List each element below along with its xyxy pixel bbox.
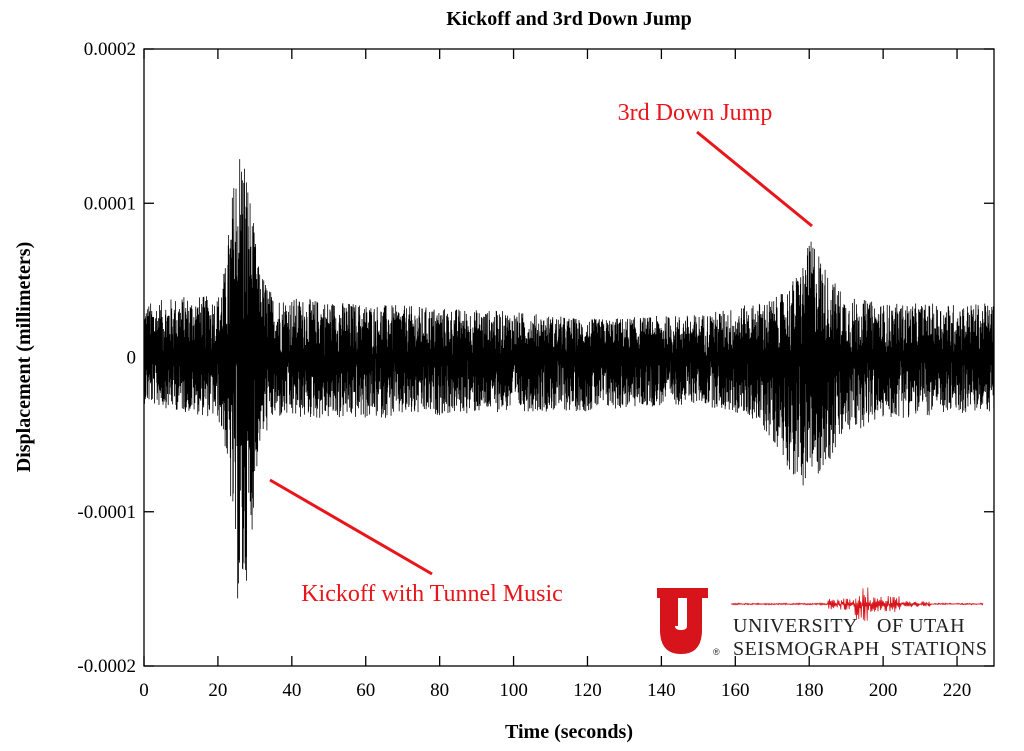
annotation-kickoff-pointer: [269, 478, 433, 576]
waveform-series-line: [143, 159, 995, 599]
x-tick-label: 100: [499, 680, 528, 701]
x-tick-label: 200: [869, 680, 898, 701]
x-tick-label: 80: [430, 680, 449, 701]
x-tick-label: 140: [647, 680, 676, 701]
annotation-3rd-down: 3rd Down Jump: [618, 100, 813, 228]
x-tick-label: 40: [282, 680, 301, 701]
y-axis-label: Displacement (millimeters): [13, 242, 35, 472]
x-tick-label: 0: [139, 680, 149, 701]
x-tick-labels: 0 20 40 60 80 100 120 140 160 180 200 220: [139, 680, 971, 701]
y-tick-label: 0: [127, 348, 137, 369]
annotation-3rd-down-text: 3rd Down Jump: [618, 100, 773, 126]
x-tick-label: 60: [356, 680, 375, 701]
x-tick-label: 160: [721, 680, 750, 701]
logo-line2: SEISMOGRAPH STATIONS: [733, 638, 988, 660]
annotation-kickoff-text: Kickoff with Tunnel Music: [301, 581, 563, 607]
annotation-kickoff: Kickoff with Tunnel Music: [269, 478, 563, 607]
logo-seismogram-icon: [730, 587, 984, 621]
x-tick-label: 20: [208, 680, 227, 701]
logo-line1-right: OF UTAH: [877, 615, 965, 637]
logo-wave-line: [730, 587, 984, 621]
annotation-3rd-down-pointer: [696, 130, 813, 228]
y-tick-label: -0.0002: [77, 656, 136, 677]
x-axis-label: Time (seconds): [505, 721, 633, 743]
waveform: [143, 159, 995, 599]
y-tick-labels: 0.0002 0.0001 0 -0.0001 -0.0002: [77, 39, 136, 677]
x-tick-label: 220: [943, 680, 972, 701]
y-tick-label: 0.0002: [84, 39, 136, 60]
registered-mark: ®: [713, 647, 720, 657]
block-u-logo-icon: [657, 588, 708, 654]
logo-line1-left: UNIVERSITY: [733, 615, 858, 637]
chart-title: Kickoff and 3rd Down Jump: [446, 8, 692, 30]
y-tick-label: 0.0001: [84, 193, 136, 214]
x-tick-label: 120: [573, 680, 602, 701]
axis-ticks: [143, 48, 994, 667]
x-tick-label: 180: [795, 680, 824, 701]
y-tick-label: -0.0001: [77, 502, 136, 523]
university-logo: ® UNIVERSITY OF UTAH SEISMOGRAPH STATION…: [657, 587, 988, 660]
